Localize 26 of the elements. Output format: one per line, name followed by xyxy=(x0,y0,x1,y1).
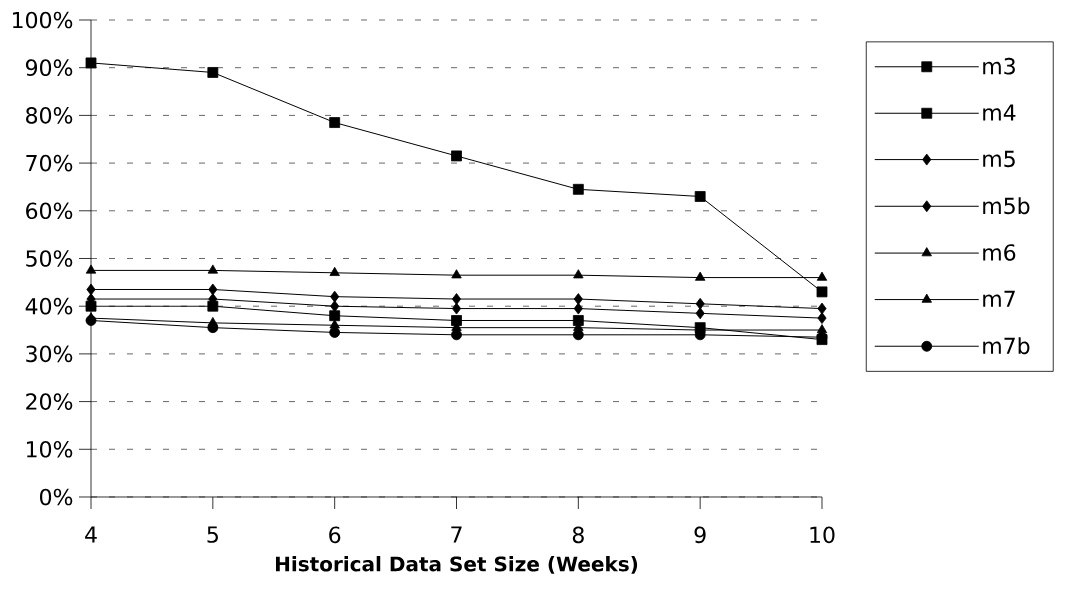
y-tick-label: 30% xyxy=(26,345,73,363)
y-tick-label: 100% xyxy=(12,11,73,29)
x-tick-label: 4 xyxy=(85,526,97,543)
x-tick-label: 9 xyxy=(694,526,706,544)
x-tick-label: 5 xyxy=(207,526,218,543)
y-tick-label: 50% xyxy=(26,250,73,267)
y-tick-label: 90% xyxy=(25,59,73,77)
x-tick-label: 6 xyxy=(329,526,341,544)
legend-label: m7b xyxy=(983,337,1030,355)
x-tick-label: 10 xyxy=(810,526,835,544)
legend-label: m5 xyxy=(983,150,1015,168)
legend-label: m4 xyxy=(983,104,1016,121)
y-tick-label: 0% xyxy=(40,488,73,506)
legend-label: m6 xyxy=(983,244,1016,261)
y-tick-label: 60% xyxy=(26,202,73,220)
y-tick-label: 10% xyxy=(26,440,73,458)
legend-label: m5b xyxy=(983,197,1030,215)
y-tick-label: 40% xyxy=(25,297,73,315)
x-tick-label: 7 xyxy=(451,526,462,543)
legend-label: m3 xyxy=(983,57,1015,75)
y-tick-label: 80% xyxy=(26,107,73,124)
x-tick-label: 8 xyxy=(572,526,584,544)
y-tick-label: 70% xyxy=(26,154,73,172)
legend-label: m7 xyxy=(983,290,1015,307)
x-axis-title: Historical Data Set Size (Weeks) xyxy=(276,556,638,574)
y-tick-label: 20% xyxy=(26,393,73,410)
